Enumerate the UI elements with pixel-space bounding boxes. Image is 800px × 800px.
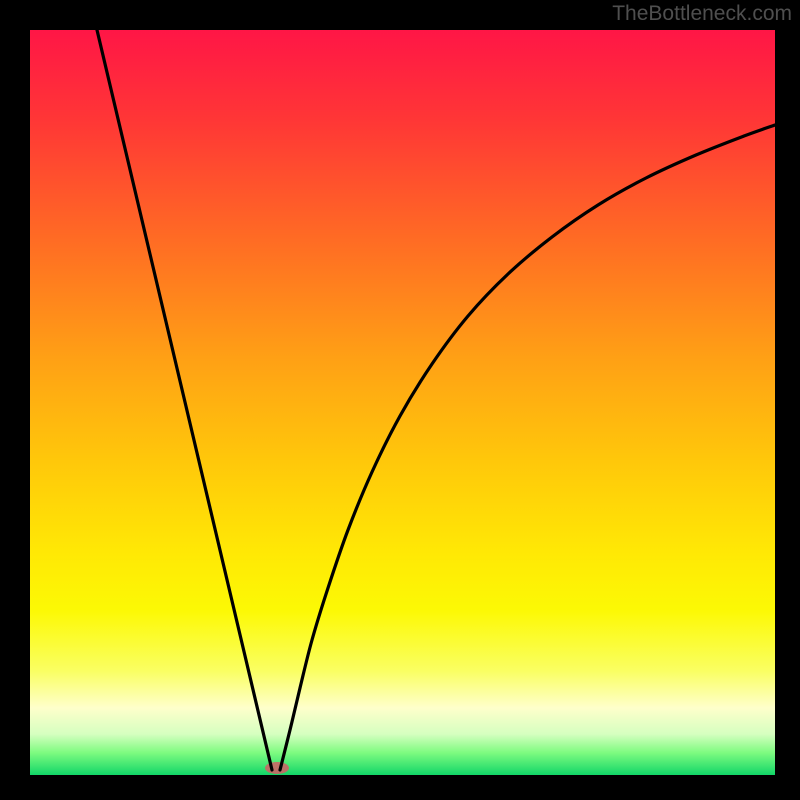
vertex-marker <box>265 762 289 774</box>
watermark-text: TheBottleneck.com <box>612 2 792 26</box>
chart-container: TheBottleneck.com <box>0 0 800 800</box>
plot-background <box>30 30 775 775</box>
bottleneck-chart <box>0 0 800 800</box>
